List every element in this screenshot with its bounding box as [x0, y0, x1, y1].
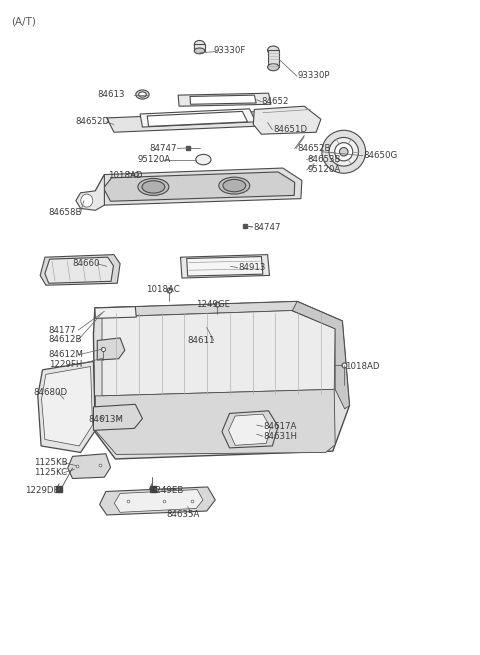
Polygon shape [253, 106, 321, 134]
Ellipse shape [142, 181, 165, 193]
Text: 84653B: 84653B [308, 155, 341, 164]
Text: 1249EB: 1249EB [150, 486, 183, 495]
Text: 84617A: 84617A [264, 422, 297, 431]
Polygon shape [103, 172, 295, 201]
Polygon shape [94, 301, 349, 459]
Text: 93330F: 93330F [214, 47, 246, 56]
Text: 1018AD: 1018AD [108, 171, 142, 179]
Polygon shape [102, 310, 335, 396]
Polygon shape [100, 487, 215, 515]
Polygon shape [40, 255, 120, 285]
Text: 84660: 84660 [72, 259, 100, 268]
Ellipse shape [223, 179, 246, 192]
Text: (A/T): (A/T) [11, 16, 36, 26]
Text: 84613M: 84613M [89, 415, 124, 424]
Polygon shape [95, 301, 342, 329]
Text: 95120A: 95120A [138, 155, 171, 164]
Ellipse shape [322, 130, 366, 174]
Text: 1229DE: 1229DE [25, 486, 59, 495]
Text: 93330P: 93330P [297, 71, 330, 80]
Polygon shape [96, 389, 335, 455]
Polygon shape [114, 489, 203, 512]
Polygon shape [222, 411, 278, 448]
Text: 84913: 84913 [238, 263, 265, 272]
Text: 84613: 84613 [97, 90, 125, 99]
Polygon shape [178, 93, 271, 106]
Text: 95120A: 95120A [308, 166, 341, 174]
Ellipse shape [335, 143, 353, 161]
Ellipse shape [339, 147, 348, 156]
Ellipse shape [194, 48, 205, 54]
Text: 84652D: 84652D [76, 117, 110, 126]
Text: 1125KC: 1125KC [35, 468, 68, 477]
Text: 1249GE: 1249GE [196, 300, 230, 309]
Polygon shape [228, 414, 270, 445]
Polygon shape [96, 168, 302, 205]
Ellipse shape [139, 92, 146, 97]
Polygon shape [97, 338, 125, 360]
Text: 84612M: 84612M [48, 350, 84, 360]
Polygon shape [38, 362, 96, 453]
Ellipse shape [267, 64, 279, 71]
Polygon shape [76, 174, 104, 210]
Ellipse shape [136, 90, 149, 99]
Text: 84177: 84177 [48, 326, 76, 335]
Text: 84631H: 84631H [264, 432, 298, 441]
Text: 84652B: 84652B [297, 144, 331, 153]
Ellipse shape [267, 46, 279, 54]
Polygon shape [180, 255, 269, 278]
Ellipse shape [81, 194, 93, 207]
Text: 1229FH: 1229FH [48, 360, 82, 369]
Ellipse shape [219, 177, 250, 194]
Polygon shape [94, 404, 143, 430]
Polygon shape [147, 111, 248, 126]
Text: 84650G: 84650G [364, 151, 398, 160]
Bar [267, 50, 279, 67]
Text: 84652: 84652 [262, 96, 289, 105]
Ellipse shape [194, 41, 205, 48]
Polygon shape [140, 109, 256, 127]
Text: 84747: 84747 [253, 223, 281, 232]
Ellipse shape [138, 178, 169, 195]
Text: 84651D: 84651D [273, 125, 307, 134]
Text: 84747: 84747 [150, 144, 177, 153]
Text: 1018AD: 1018AD [345, 362, 379, 371]
Polygon shape [45, 257, 113, 283]
Polygon shape [292, 301, 349, 409]
Polygon shape [190, 95, 256, 104]
Polygon shape [187, 257, 263, 276]
Text: 84635A: 84635A [166, 510, 200, 519]
Polygon shape [95, 307, 136, 318]
Text: 84611: 84611 [188, 336, 215, 345]
Bar [194, 45, 205, 51]
Text: 84658B: 84658B [48, 208, 82, 217]
Text: 1018AC: 1018AC [146, 285, 180, 294]
Polygon shape [107, 111, 268, 132]
Polygon shape [42, 367, 93, 446]
Text: 84612B: 84612B [48, 335, 82, 345]
Polygon shape [68, 454, 110, 479]
Ellipse shape [329, 138, 359, 166]
Text: 84680D: 84680D [33, 388, 67, 397]
Text: 1125KB: 1125KB [35, 458, 68, 468]
Ellipse shape [196, 155, 211, 165]
